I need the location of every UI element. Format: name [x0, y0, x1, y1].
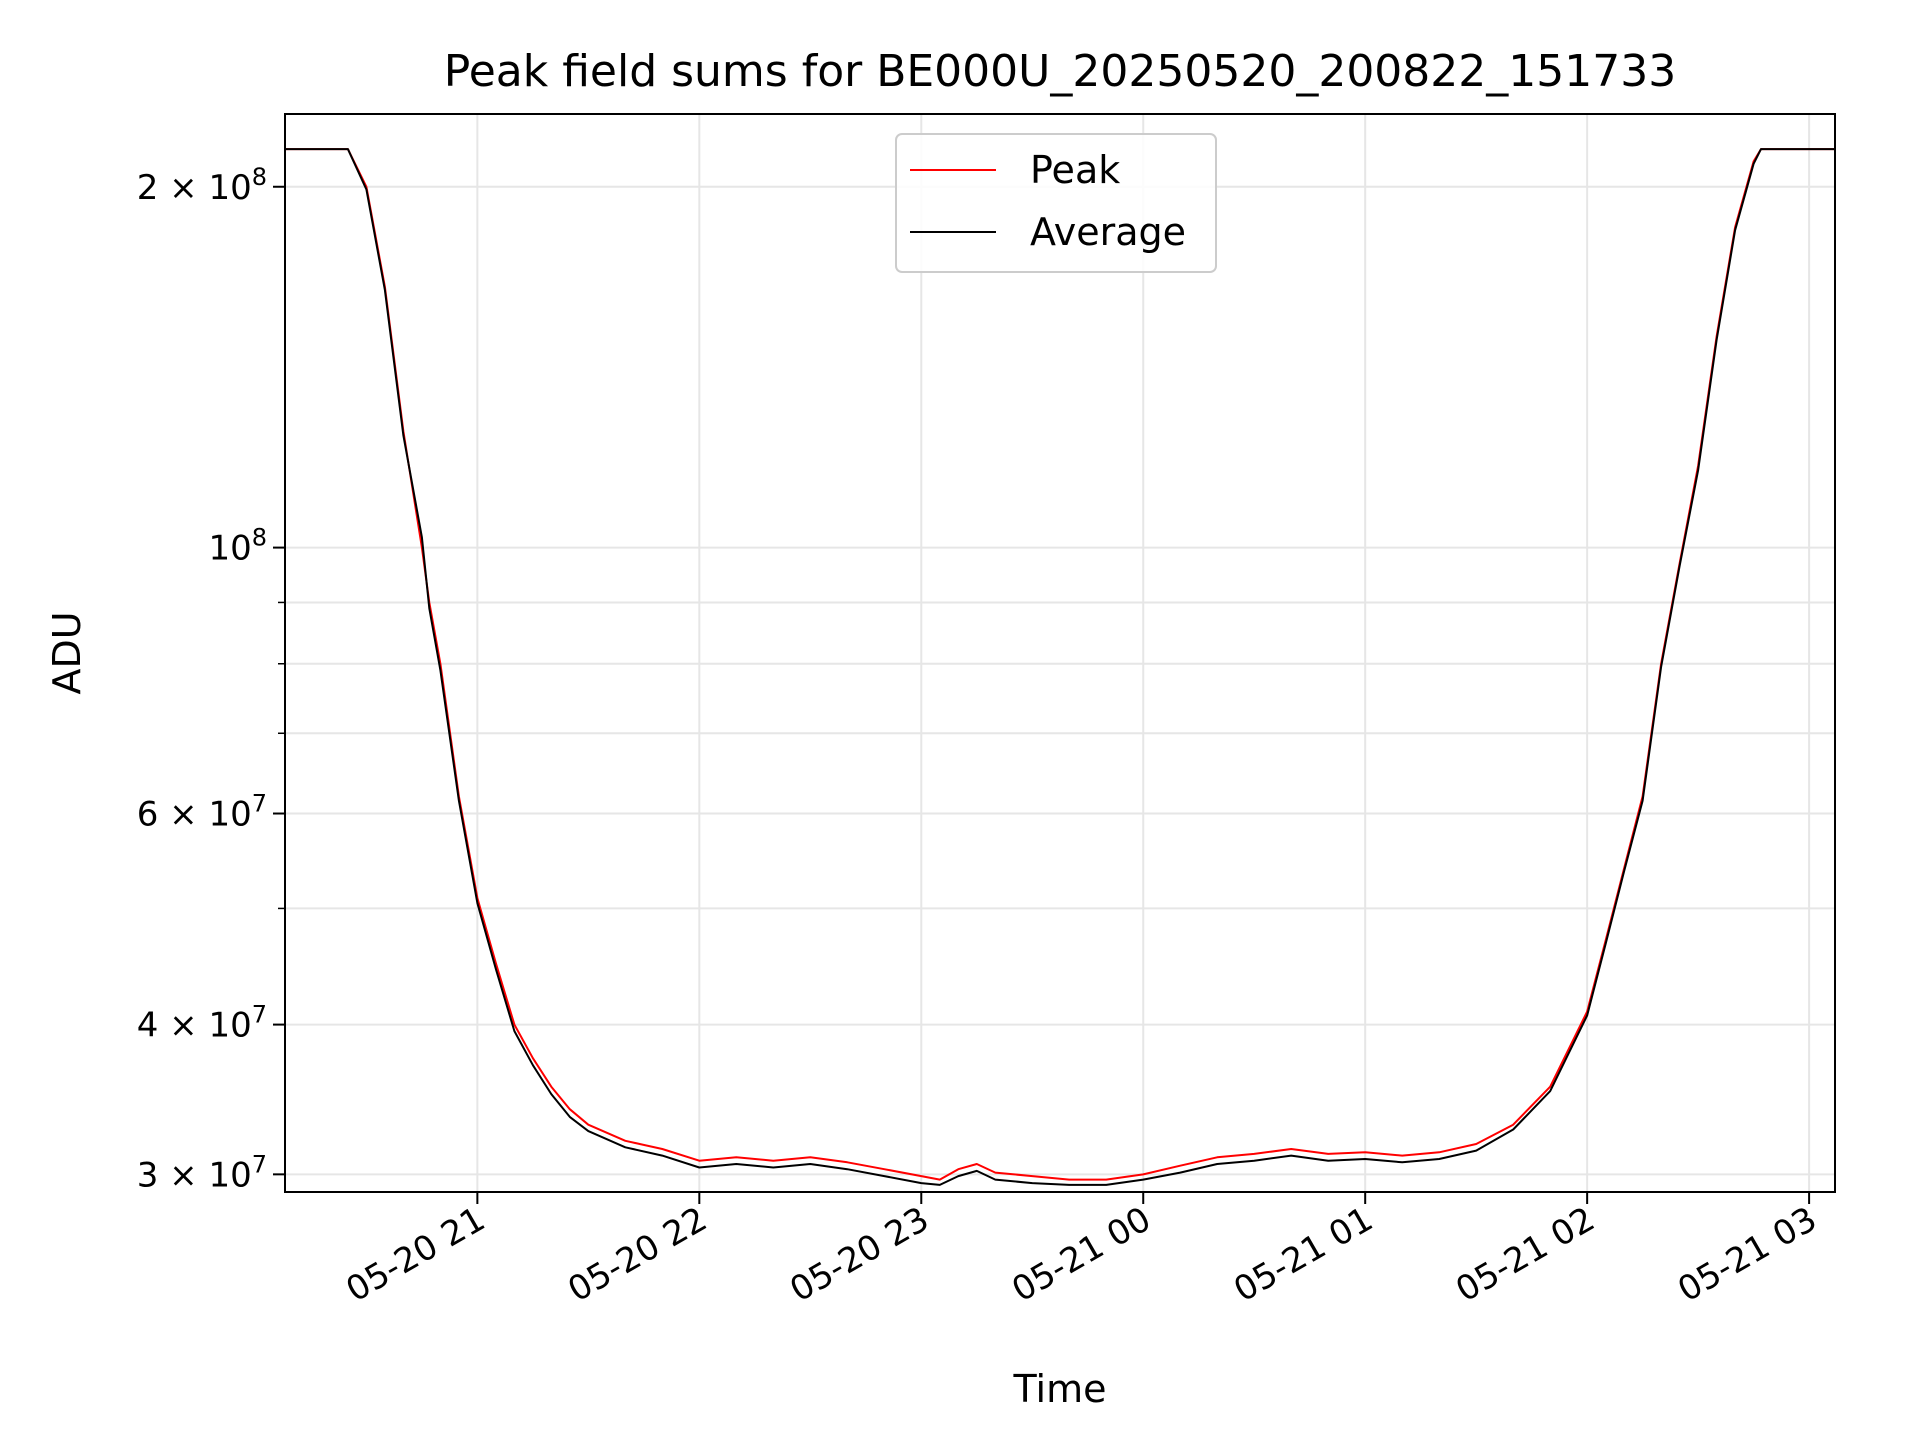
grid [285, 114, 1835, 1192]
y-axis-label: ADU [45, 611, 89, 694]
series-lines [285, 148, 1835, 1186]
legend-label-peak: Peak [1030, 148, 1120, 192]
y-tick-label: 2 × 108 [137, 163, 267, 208]
legend: Peak Average [895, 133, 1217, 273]
y-tick-label: 3 × 107 [137, 1150, 267, 1195]
legend-label-average: Average [1030, 210, 1186, 254]
chart-title: Peak field sums for BE000U_20250520_2008… [444, 46, 1677, 97]
series-line-average [285, 148, 1835, 1186]
y-axis-ticks: 3 × 107 4 × 107 6 × 107 108 2 × 108 [137, 163, 285, 1195]
y-tick-label: 6 × 107 [137, 790, 267, 835]
y-tick-label: 108 [208, 524, 267, 569]
legend-box [895, 133, 1217, 273]
x-axis-label: Time [1013, 1367, 1107, 1411]
plot-frame [284, 113, 1836, 1193]
y-tick-label: 4 × 107 [137, 1001, 267, 1046]
